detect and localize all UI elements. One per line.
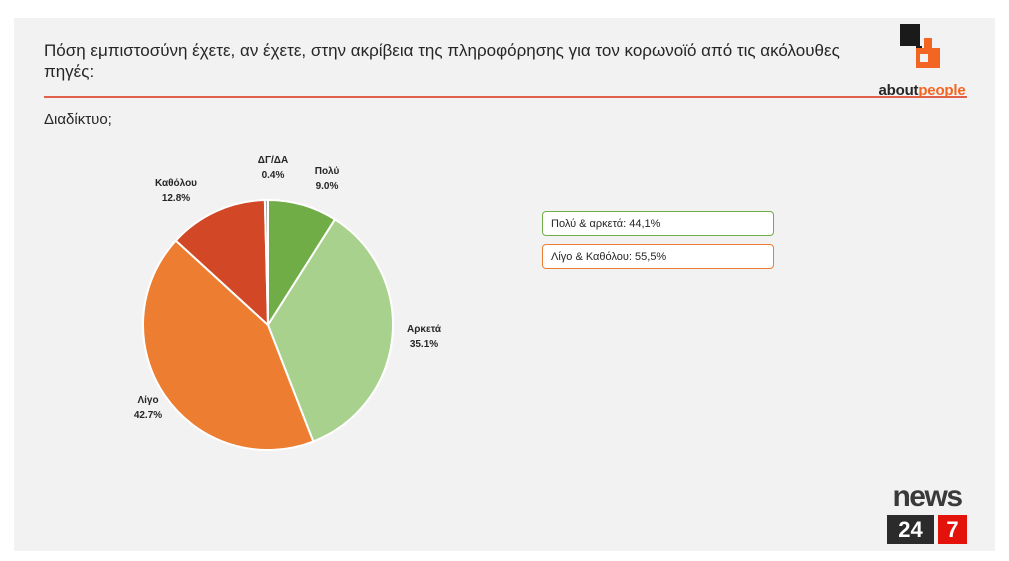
slice-value-4: 0.4% <box>262 170 285 181</box>
wordmark-people: people <box>918 82 966 99</box>
slice-value-1: 35.1% <box>410 339 438 350</box>
summary-box-negative: Λίγο & Καθόλου: 55,5% <box>542 244 774 269</box>
pie-slice-4 <box>263 198 269 326</box>
pie-slice-3 <box>174 199 270 328</box>
news247-logo: news 24 7 <box>886 481 968 549</box>
slice-value-2: 42.7% <box>134 410 162 421</box>
slide-panel: Πόση εμπιστοσύνη έχετε, αν έχετε, στην α… <box>14 18 995 551</box>
pie-slice-1 <box>266 218 394 443</box>
wordmark-about: about <box>878 82 919 99</box>
news-number-24: 24 <box>887 515 934 544</box>
slice-label-1: Αρκετά <box>407 324 442 335</box>
slice-label-3: Καθόλου <box>155 178 197 189</box>
page-title: Πόση εμπιστοσύνη έχετε, αν έχετε, στην α… <box>44 41 840 81</box>
news-number-7: 7 <box>938 515 967 544</box>
summary-box-positive: Πολύ & αρκετά: 44,1% <box>542 211 774 236</box>
pie-chart: Πολύ 9.0% Αρκετά 35.1% Λίγο 42.7% Καθόλου 12.8%… <box>134 155 442 451</box>
slice-label-4: ΔΓ/ΔΑ <box>258 155 288 166</box>
speech-bubbles-icon <box>900 24 940 68</box>
news-wordmark: news <box>892 480 963 513</box>
slice-label-0: Πολύ <box>315 166 340 177</box>
slice-label-2: Λίγο <box>137 395 158 406</box>
title-divider <box>44 96 967 98</box>
slice-value-3: 12.8% <box>162 193 190 204</box>
aboutpeople-wordmark: aboutpeople <box>872 82 972 99</box>
slice-value-0: 9.0% <box>316 181 339 192</box>
aboutpeople-logo: aboutpeople <box>872 24 972 102</box>
question-subtitle: Διαδίκτυο; <box>44 111 112 128</box>
pie-slice-2 <box>142 239 315 451</box>
